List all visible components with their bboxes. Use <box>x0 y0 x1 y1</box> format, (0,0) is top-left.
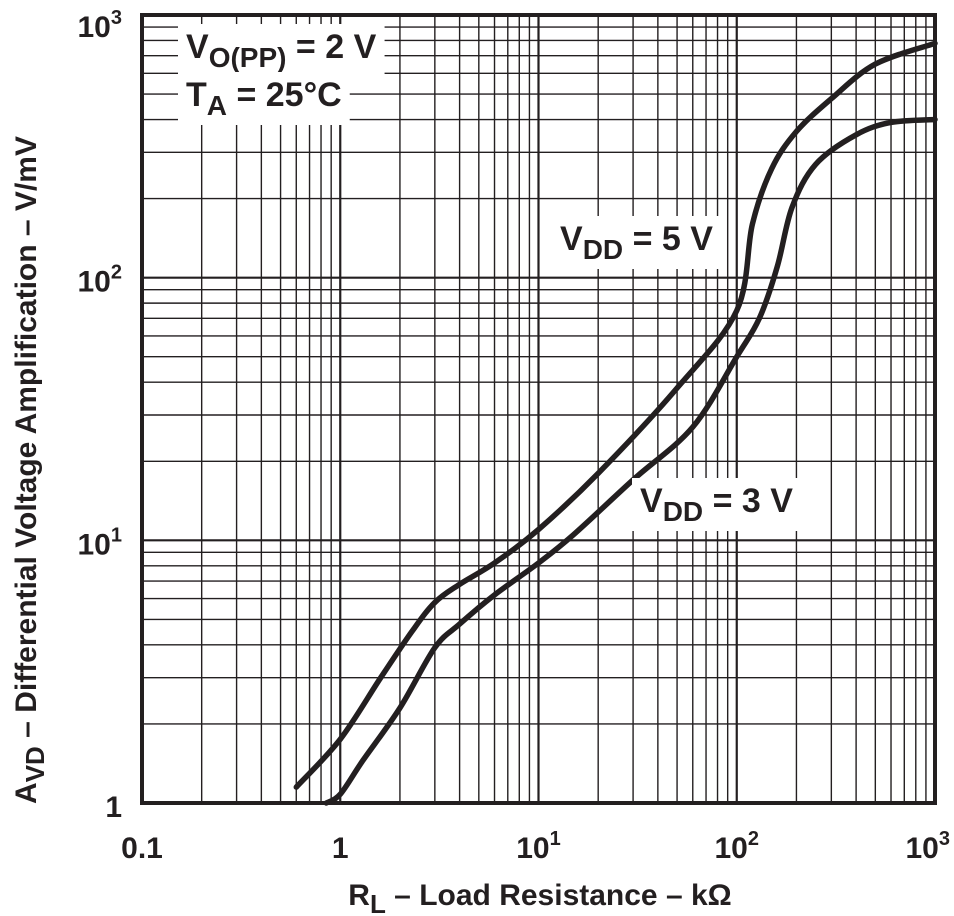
label-vdd-3v-text: VDD = 3 V <box>640 482 793 527</box>
condition-ta: TA = 25°C <box>178 72 350 125</box>
x-tick-label: 102 <box>715 828 760 865</box>
label-vdd-5v: VDD = 5 V <box>552 216 722 269</box>
label-vdd-3v: VDD = 3 V <box>632 478 802 531</box>
x-tick-label: 1 <box>332 832 349 865</box>
label-background <box>632 478 802 531</box>
tick-labels: 0.1 1 101 102 103 1 101 102 103 <box>78 7 951 865</box>
curves <box>293 40 938 806</box>
x-tick-label: 0.1 <box>121 832 163 865</box>
condition-ta-text: TA = 25°C <box>186 76 342 121</box>
plot-frame <box>140 13 937 805</box>
label-background <box>552 216 722 269</box>
y-axis-title: AVD – Differential Voltage Amplification… <box>10 136 50 804</box>
annotations: VO(PP) = 2 VTA = 25°C VDD = 5 V VDD = 3 V <box>178 24 802 531</box>
label-background <box>178 72 350 125</box>
y-tick-label: 101 <box>78 524 123 561</box>
y-tick-label: 102 <box>78 262 123 299</box>
curve-vdd-5v <box>293 40 938 790</box>
condition-vo-pp: VO(PP) = 2 V <box>178 24 385 77</box>
x-axis-title: RL – Load Resistance – kΩ <box>348 879 731 916</box>
y-tick-label: 103 <box>78 7 123 44</box>
x-tick-label: 101 <box>516 828 561 865</box>
label-background <box>178 24 385 77</box>
grid <box>142 15 935 803</box>
x-tick-label: 103 <box>906 828 951 865</box>
label-vdd-5v-text: VDD = 5 V <box>560 220 713 265</box>
y-tick-label: 1 <box>105 791 122 824</box>
condition-vo-pp-text: VO(PP) = 2 V <box>186 28 377 73</box>
